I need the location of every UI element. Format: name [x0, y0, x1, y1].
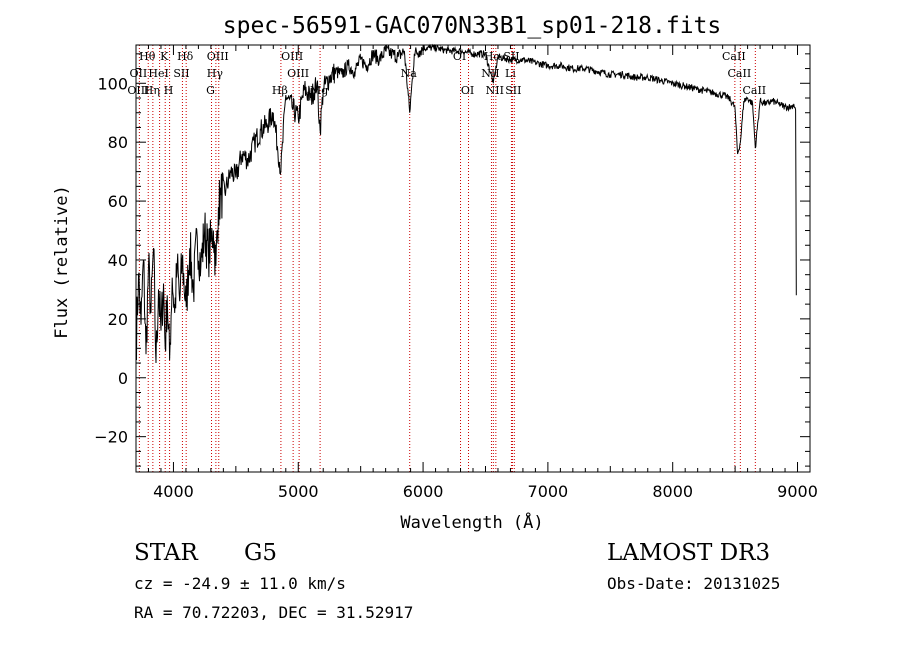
y-axis: −20 0 20 40 60 80 100: [94, 53, 810, 467]
marker-label-8: Hδ: [177, 50, 194, 63]
marker-label-7: SII: [173, 67, 189, 80]
x-tick-label-7000: 7000: [528, 482, 569, 501]
object-class: STAR: [134, 540, 198, 566]
marker-label-11: G: [206, 84, 215, 97]
x-axis: 4000 5000 6000 7000 8000 9000: [147, 45, 818, 501]
y-tick-label-3: 40: [108, 251, 128, 270]
coordinates: RA = 70.72203, DEC = 31.52917: [134, 603, 414, 622]
marker-label-13: OIII: [281, 50, 303, 63]
marker-label-9: OIII: [207, 50, 229, 63]
y-axis-label: Flux (relative): [52, 185, 72, 339]
marker-label-18: OI: [461, 84, 474, 97]
marker-label-14: OIII: [287, 67, 309, 80]
y-tick-label-2: 20: [108, 310, 128, 329]
marker-label-21: NII: [486, 84, 504, 97]
object-subclass: G5: [244, 540, 278, 566]
marker-label-0: Hθ: [139, 50, 156, 63]
marker-label-6: H: [164, 84, 174, 97]
marker-label-4: HeI: [148, 67, 168, 80]
marker-label-12: Hβ: [272, 84, 288, 97]
marker-label-17: OI: [453, 50, 466, 63]
marker-label-1: OII: [130, 67, 148, 80]
marker-label-27: CaII: [742, 84, 766, 97]
survey-name: LAMOST DR3: [607, 540, 771, 566]
marker-label-24: SII: [505, 84, 521, 97]
x-tick-label-4000: 4000: [153, 482, 194, 501]
y-tick-label-0: −20: [94, 428, 128, 447]
x-axis-label: Wavelength (Å): [400, 511, 543, 533]
x-tick-label-6000: 6000: [403, 482, 444, 501]
marker-label-2: OIII: [127, 84, 149, 97]
marker-label-25: CaII: [722, 50, 746, 63]
marker-label-16: Na: [401, 67, 418, 80]
marker-label-10: Hγ: [207, 67, 224, 80]
obs-date: Obs-Date: 20131025: [607, 574, 781, 593]
plot-frame: [135, 44, 811, 473]
y-tick-label-6: 100: [97, 74, 128, 93]
chart-title: spec-56591-GAC070N33B1_sp01-218.fits: [223, 13, 722, 39]
spectrum-line: [135, 43, 797, 364]
y-tick-label-5: 80: [108, 133, 128, 152]
x-tick-label-8000: 8000: [652, 482, 693, 501]
marker-label-3: Hη: [144, 84, 160, 97]
x-tick-label-5000: 5000: [278, 482, 319, 501]
y-tick-label-4: 60: [108, 192, 128, 211]
marker-label-22: Li: [505, 67, 516, 80]
marker-label-26: CaII: [728, 67, 752, 80]
y-tick-label-1: 0: [118, 369, 128, 388]
marker-label-5: K: [160, 50, 169, 63]
x-tick-label-9000: 9000: [777, 482, 818, 501]
redshift-value: cz = -24.9 ± 11.0 km/s: [134, 574, 346, 593]
